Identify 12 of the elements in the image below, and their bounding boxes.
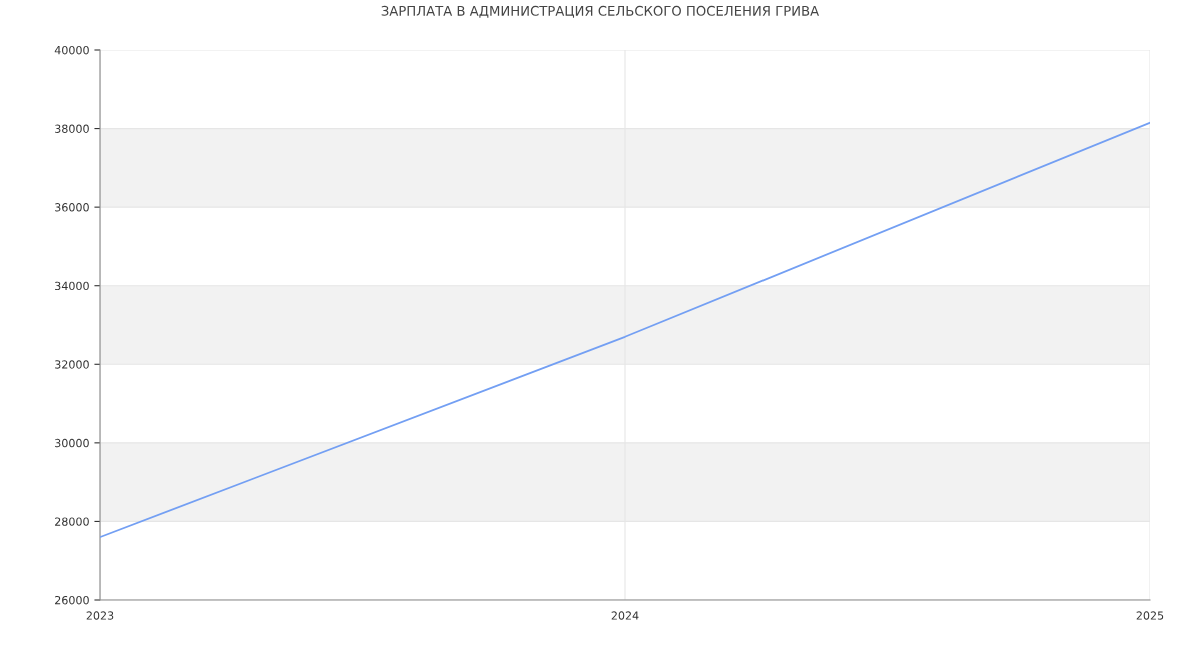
y-tick-label: 30000 — [55, 438, 89, 448]
x-tick-label: 2023 — [86, 611, 114, 620]
chart-title: ЗАРПЛАТА В АДМИНИСТРАЦИЯ СЕЛЬСКОГО ПОСЕЛЕНИЯ ГРИВА — [381, 5, 820, 18]
x-tick-label: 2025 — [1136, 611, 1164, 620]
y-tick-label: 38000 — [55, 124, 89, 133]
y-tick-label: 36000 — [55, 203, 89, 212]
y-tick-label: 26000 — [55, 595, 89, 605]
y-tick-label: 32000 — [55, 360, 89, 369]
y-tick-label: 40000 — [54, 45, 89, 55]
x-tick-label: 2024 — [611, 611, 639, 620]
y-tick-label: 34000 — [55, 281, 89, 291]
y-tick-label: 28000 — [55, 517, 89, 526]
